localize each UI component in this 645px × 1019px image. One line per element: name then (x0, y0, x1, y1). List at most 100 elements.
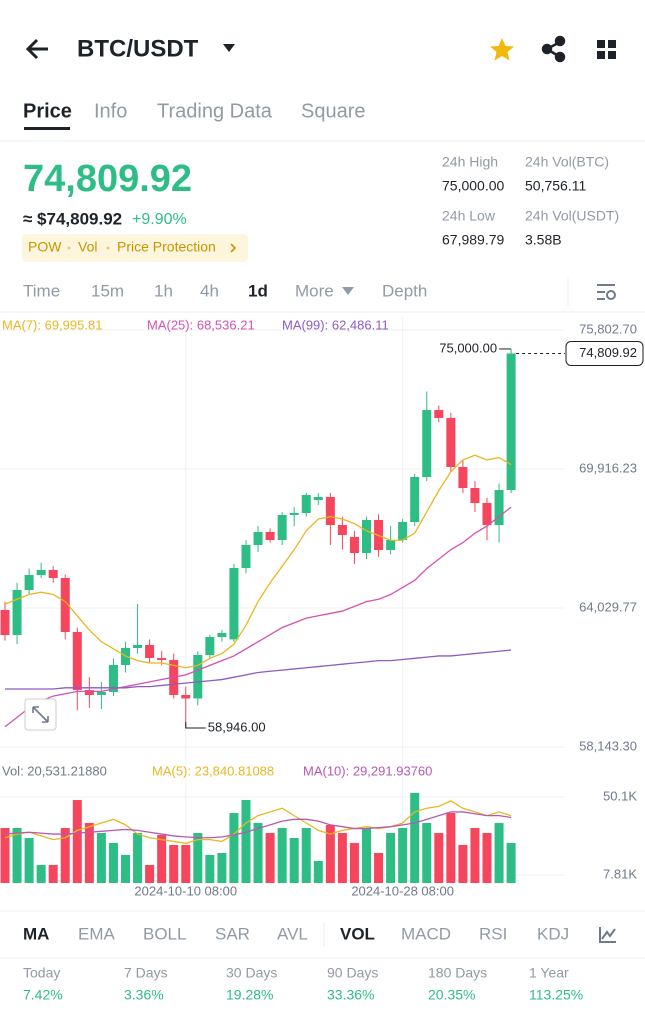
volume-bar (482, 833, 492, 883)
stat-label: 24h Vol(USDT) (525, 208, 619, 224)
volume-bar (24, 838, 34, 883)
interval[interactable]: 4h (200, 281, 219, 300)
candle-body (410, 476, 420, 522)
period-return: 3.36% (124, 987, 164, 1003)
legend-entry: MA(5): 23,840.81088 (152, 763, 274, 778)
volume-bar (157, 835, 167, 883)
candle-body (494, 490, 504, 525)
stat-label: 24h Low (442, 208, 496, 224)
stat-value: 3.58B (525, 232, 562, 248)
volume-bar (241, 800, 251, 883)
candle-body (24, 575, 34, 591)
y-tick-label: 69,916.23 (579, 460, 637, 475)
volume-bar (337, 833, 347, 883)
candle-body (470, 487, 480, 504)
indicator[interactable]: MA (23, 924, 49, 943)
indicator[interactable]: VOL (340, 924, 375, 943)
volume-bar (494, 823, 504, 883)
stat-value: 75,000.00 (442, 178, 504, 194)
legend-entry: MA(10): 29,291.93760 (303, 763, 432, 778)
fiat-price: ≈ $74,809.92 (23, 209, 122, 228)
interval[interactable]: 1d (248, 281, 268, 300)
volume-bar (325, 825, 335, 883)
candle-body (241, 544, 251, 568)
tab[interactable]: Price (23, 100, 72, 122)
volume-bar (96, 833, 106, 883)
indicator[interactable]: AVL (277, 924, 308, 943)
ma-line (4, 506, 512, 728)
interval[interactable]: More (295, 281, 334, 300)
back-button[interactable] (25, 38, 48, 60)
share-button[interactable] (541, 35, 566, 63)
candle-body (277, 515, 287, 541)
candle-body (60, 578, 70, 633)
period-return: 33.36% (327, 987, 374, 1003)
ma-line (4, 811, 512, 839)
stat-value: 50,756.11 (525, 178, 586, 194)
candle-body (145, 645, 155, 659)
more-caret (342, 287, 354, 295)
candle-body (72, 632, 82, 691)
tag[interactable]: POW (28, 239, 62, 255)
candle-body (157, 658, 167, 661)
indicator[interactable]: KDJ (537, 924, 569, 943)
candle-body (434, 409, 444, 419)
volume-bar (36, 865, 46, 883)
indicator[interactable]: EMA (78, 924, 116, 943)
tag[interactable]: Vol (78, 239, 97, 255)
candle-body (108, 665, 118, 693)
pair-title[interactable]: BTC/USDT (77, 35, 199, 62)
indicator[interactable]: MACD (401, 924, 451, 943)
tab[interactable]: Trading Data (157, 100, 273, 122)
tab[interactable]: Square (301, 100, 366, 122)
indicator[interactable]: SAR (215, 924, 250, 943)
interval[interactable]: Time (23, 281, 60, 300)
chart-settings[interactable] (597, 284, 616, 300)
layout-button[interactable] (597, 40, 616, 59)
volume-bar (506, 843, 516, 883)
x-tick-label: 2024-10-10 08:00 (134, 883, 237, 898)
volume-bar (229, 813, 239, 883)
tab[interactable]: Info (94, 100, 127, 122)
candle-body (265, 532, 275, 541)
indicator[interactable]: RSI (479, 924, 507, 943)
candle-body (12, 590, 22, 636)
period-label: 180 Days (428, 965, 487, 981)
legend-entry: MA(25): 68,536.21 (147, 317, 255, 332)
interval[interactable]: Depth (382, 281, 427, 300)
stat-label: 24h Vol(BTC) (525, 154, 609, 170)
volume-bar (205, 855, 215, 883)
volume-bar (108, 843, 118, 883)
indicator-settings[interactable] (599, 927, 616, 943)
favorite-star[interactable] (490, 38, 514, 61)
interval[interactable]: 15m (91, 281, 124, 300)
candle-body (398, 521, 408, 541)
candle-body (84, 690, 94, 696)
candle-body (482, 503, 492, 525)
indicator[interactable]: BOLL (143, 924, 186, 943)
volume-bar (410, 793, 420, 883)
period-label: 30 Days (226, 965, 277, 981)
pair-dropdown[interactable] (223, 44, 235, 52)
candle-body (325, 496, 335, 525)
last-price-tag: 74,809.92 (579, 345, 637, 360)
volume-bar (253, 823, 263, 883)
legend-entry: MA(99): 62,486.11 (282, 317, 389, 332)
candle-body (337, 524, 347, 536)
candle-body (96, 692, 106, 696)
volume-bar (60, 828, 70, 883)
tag-box (22, 234, 248, 262)
candle-body (205, 636, 215, 656)
candle-body (458, 467, 468, 488)
fullscreen-button[interactable] (24, 698, 57, 731)
candle-body (193, 655, 203, 699)
interval[interactable]: 1h (154, 281, 173, 300)
volume-bar (12, 828, 22, 883)
volume-bar (458, 845, 468, 883)
volume-bar (398, 828, 408, 883)
tag[interactable]: Price Protection (117, 239, 216, 255)
y-tick-label: 7.81K (603, 866, 637, 881)
volume-bar (277, 828, 287, 883)
y-tick-label: 75,802.70 (579, 321, 637, 336)
